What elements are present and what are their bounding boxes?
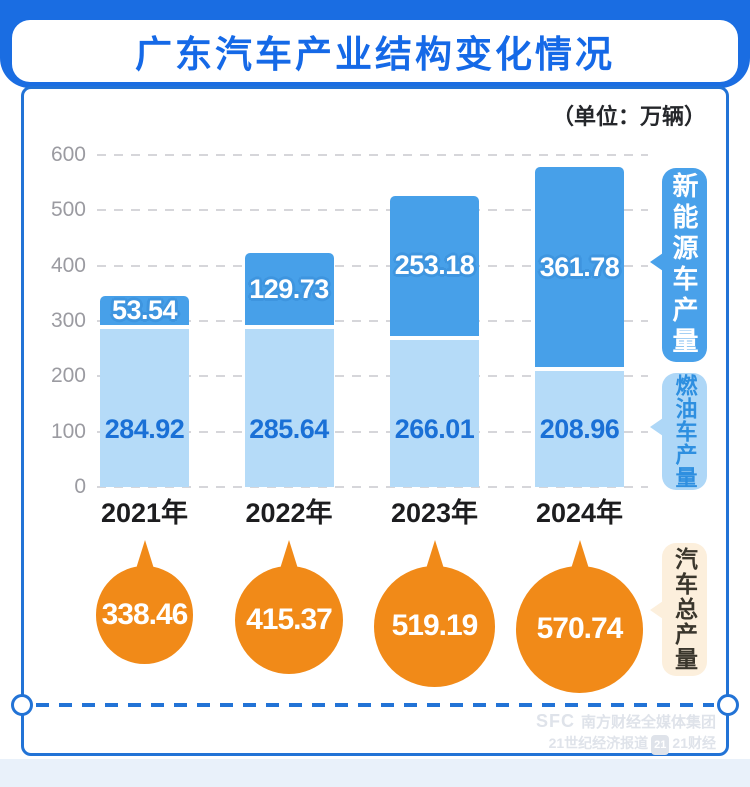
total-balloon-2021年: 338.46 [70, 540, 220, 664]
balloon-spike-icon [134, 540, 155, 572]
watermark-line1: SFC 南方财经全媒体集团 [535, 711, 716, 731]
21-badge-icon: 21 [651, 735, 670, 755]
callout-tail-left-icon [650, 418, 663, 436]
total-bubble: 519.19 [374, 566, 495, 687]
fuel-value-label: 284.92 [104, 414, 185, 444]
total-balloon-2023年: 519.19 [360, 540, 510, 687]
stacked-bar-2023年: 266.01 253.18 [390, 195, 479, 487]
nev-value-label: 53.54 [111, 295, 178, 326]
year-label: 2023年 [390, 498, 479, 528]
legend-nev-callout: 新能源车产量 [650, 168, 707, 362]
stacked-bar-2022年: 285.64 129.73 [244, 253, 334, 487]
fuel-segment: 266.01 [390, 339, 479, 487]
balloon-spike-icon [424, 540, 445, 572]
fuel-value-label: 285.64 [249, 414, 329, 444]
year-label: 2021年 [100, 498, 189, 528]
gridline [97, 264, 648, 267]
balloon-spike-icon [279, 540, 299, 572]
total-value-label: 415.37 [246, 603, 333, 636]
year-label: 2024年 [535, 498, 624, 528]
total-value-label: 519.19 [391, 609, 479, 643]
watermark-line2: 21世纪经济报道 21 21财经 [536, 733, 716, 755]
nev-segment: 361.78 [535, 167, 624, 368]
dashed-separator [36, 703, 714, 707]
total-value-label: 338.46 [101, 597, 189, 631]
ticket-notch-left [11, 694, 33, 716]
nev-value-label: 361.78 [539, 251, 620, 282]
legend-nev-label: 新能源车产量 [669, 172, 699, 358]
unit-label: （单位：万辆） [551, 104, 706, 129]
stacked-bar-2024年: 208.96 361.78 [535, 167, 624, 487]
nev-value-label: 129.73 [249, 273, 329, 304]
fuel-value-label: 266.01 [394, 414, 475, 444]
callout-tail-left-icon [650, 253, 663, 271]
total-value-label: 570.74 [536, 612, 624, 646]
legend-fuel-label: 燃油车产量 [672, 374, 698, 489]
total-balloon-2024年: 570.74 [505, 540, 655, 693]
y-tick-label: 600 [50, 143, 86, 166]
ticket-notch-right [717, 694, 739, 716]
bottom-background-strip [0, 759, 750, 787]
fuel-segment: 285.64 [244, 328, 334, 487]
gridline [97, 430, 648, 433]
nev-segment: 129.73 [244, 253, 334, 325]
page-title: 广东汽车产业结构变化情况 [135, 34, 615, 75]
fuel-segment: 208.96 [535, 371, 624, 487]
stacked-bar-2021年: 284.92 53.54 [100, 295, 189, 487]
sfc-logo: SFC [535, 711, 575, 731]
nev-value-label: 253.18 [394, 250, 475, 281]
gridline [97, 375, 648, 378]
fuel-value-label: 208.96 [539, 414, 620, 444]
nev-segment: 253.18 [390, 195, 479, 336]
legend-total-label: 汽车总产量 [671, 547, 698, 672]
gridline [97, 320, 648, 322]
total-bubble: 570.74 [516, 566, 643, 693]
callout-tail-left-icon [650, 601, 663, 619]
gridline [97, 209, 648, 212]
y-tick-label: 0 [74, 475, 86, 498]
nev-segment: 53.54 [100, 295, 189, 326]
total-bubble: 338.46 [95, 566, 194, 664]
total-bubble: 415.37 [234, 566, 343, 675]
gridline [97, 154, 648, 156]
balloon-spike-icon [569, 540, 590, 572]
y-tick-label: 300 [50, 309, 86, 332]
gridline [97, 486, 648, 488]
y-tick-label: 100 [50, 419, 86, 443]
year-label: 2022年 [245, 498, 333, 528]
y-tick-label: 200 [50, 364, 86, 388]
fuel-segment: 284.92 [100, 329, 189, 487]
watermark: SFC 南方财经全媒体集团 21世纪经济报道 21 21财经 [536, 711, 716, 755]
total-balloon-2022年: 415.37 [214, 540, 364, 675]
bar-chart-plot: 284.92 53.54 285.64 129.73 266.01 253.18 208.9… [0, 155, 750, 487]
title-pill: 广东汽车产业结构变化情况 [12, 20, 738, 82]
y-tick-label: 500 [50, 198, 86, 222]
legend-fuel-callout: 燃油车产量 [650, 373, 707, 490]
legend-total-callout: 汽车总产量 [650, 543, 707, 676]
y-tick-label: 400 [50, 253, 86, 277]
